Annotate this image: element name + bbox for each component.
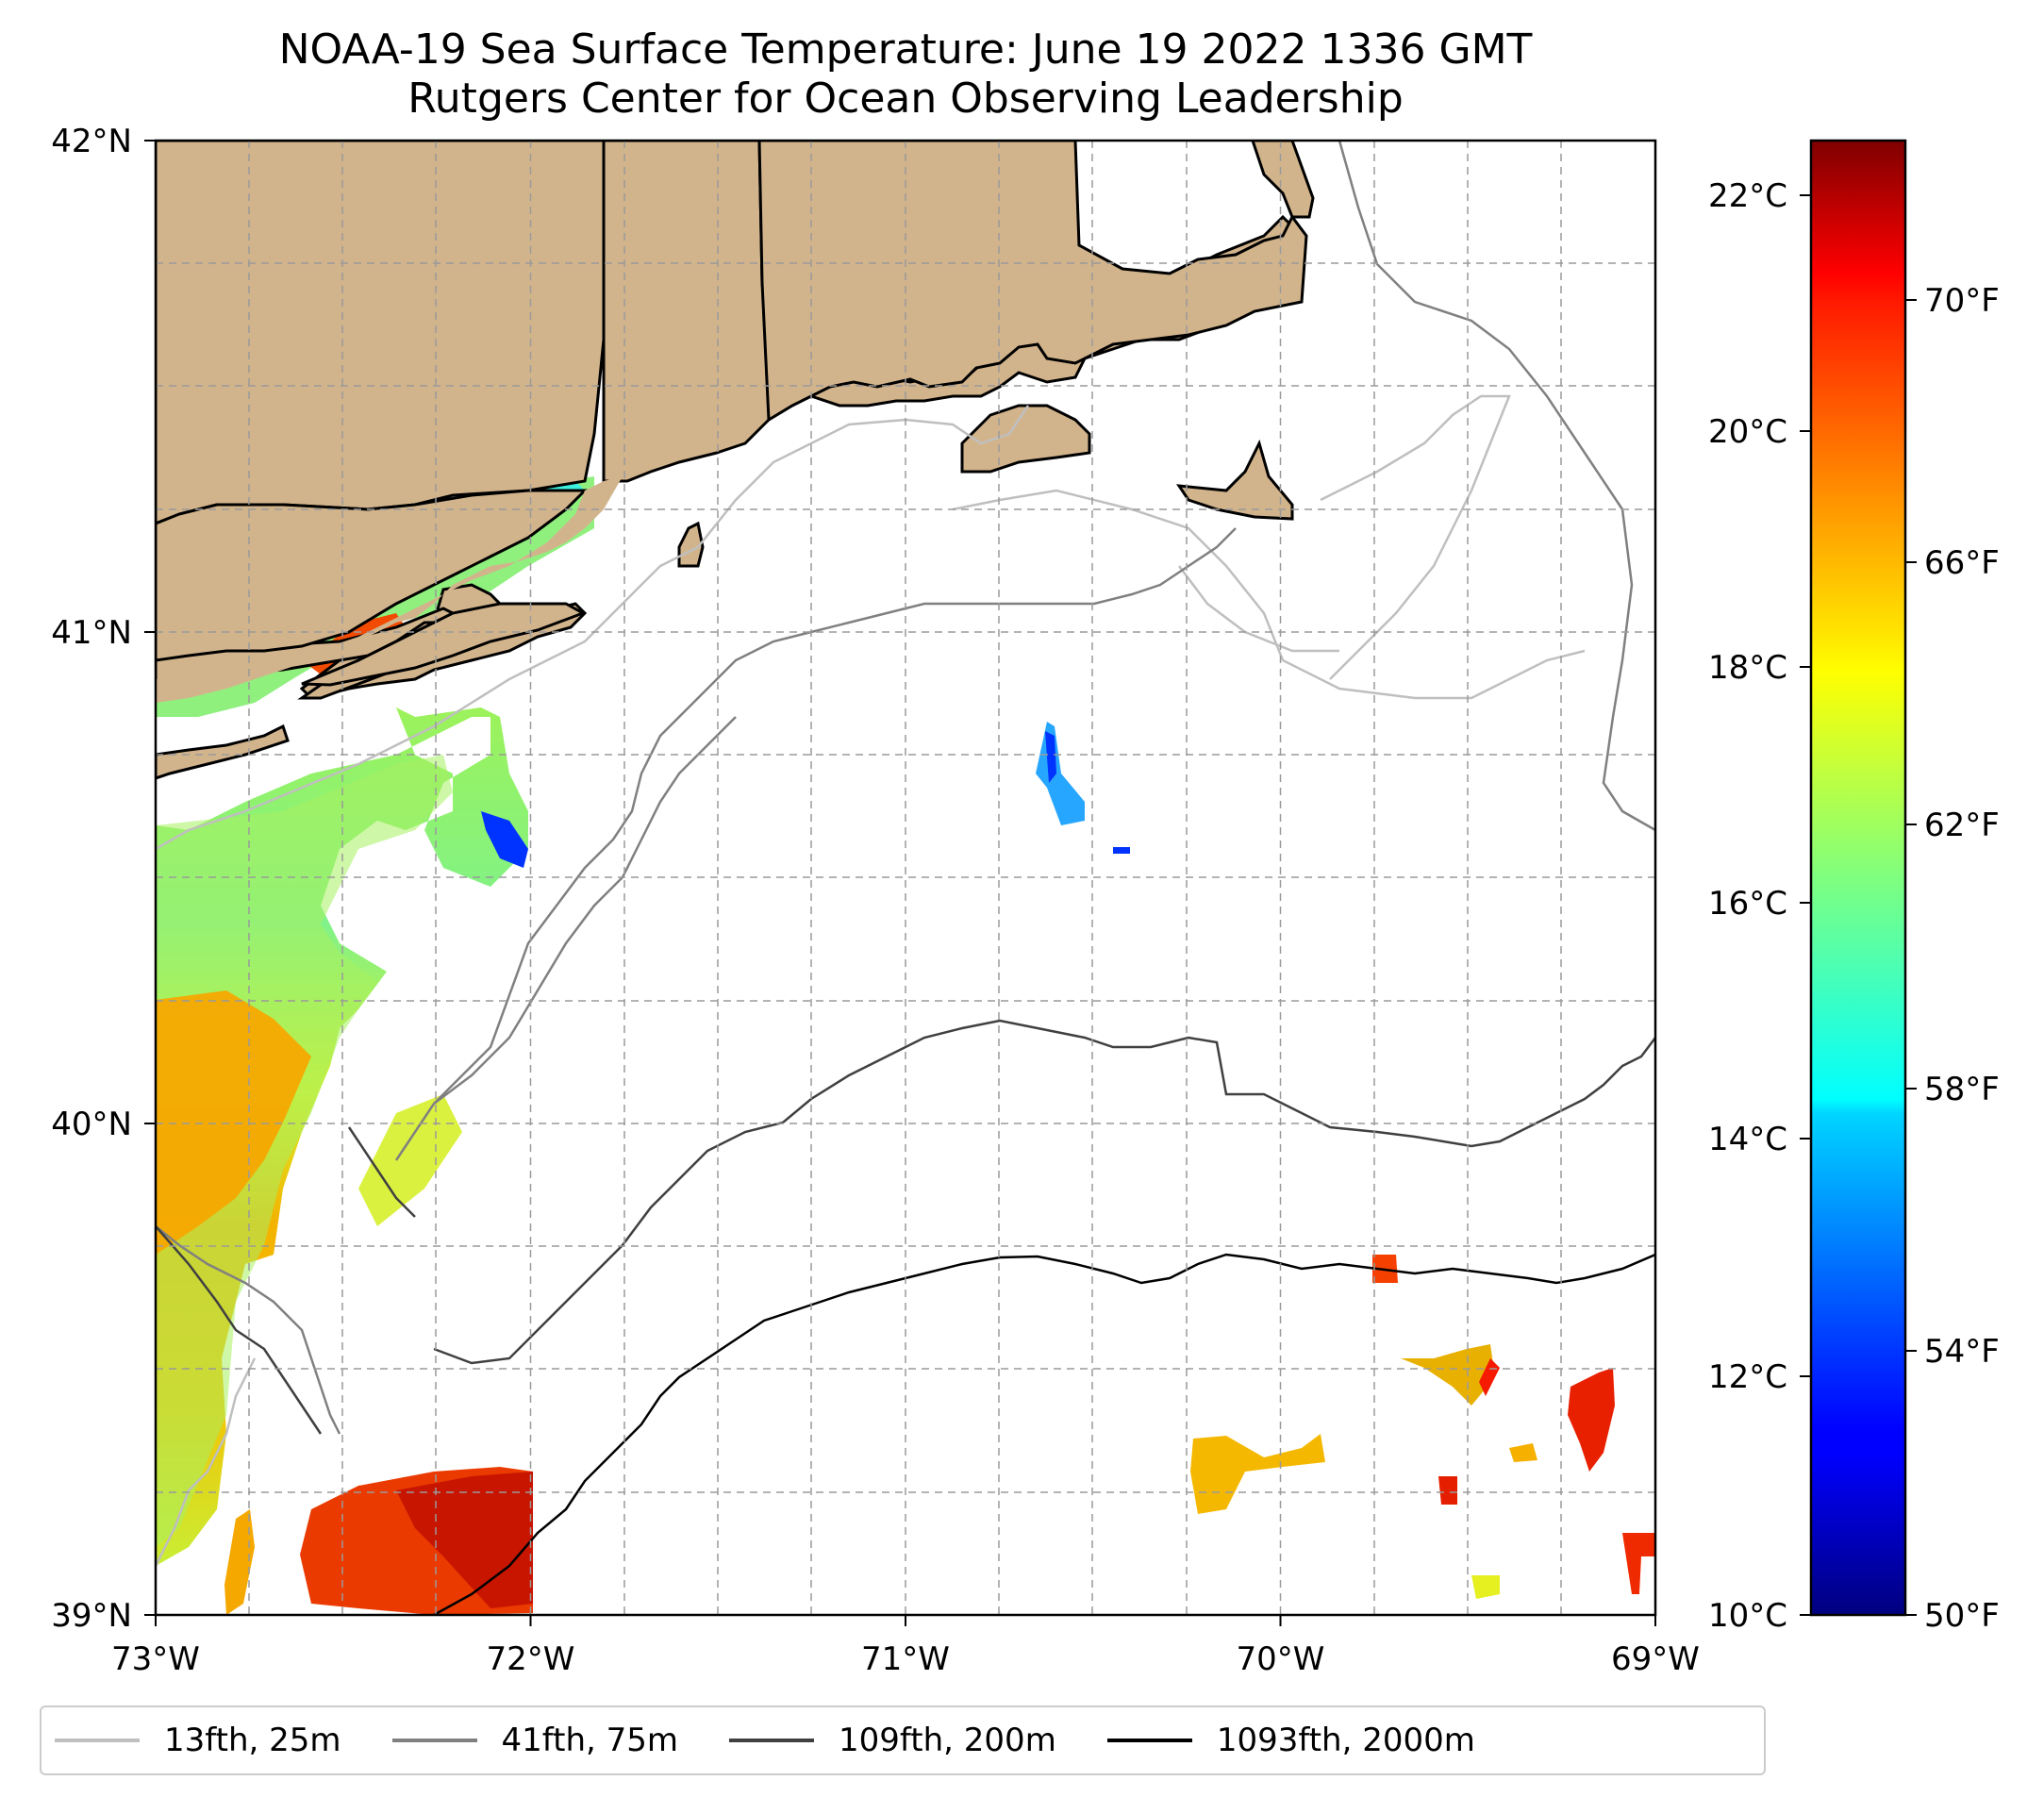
x-tick-label: 70°W — [1237, 1640, 1325, 1678]
colorbar-fahrenheit-label: 58°F — [1924, 1071, 2000, 1108]
isobath-2000m — [433, 1253, 1655, 1615]
land-layer — [156, 141, 1315, 780]
colorbar-celsius-label: 18°C — [1708, 649, 1787, 687]
colorbar-fahrenheit-label: 70°F — [1924, 282, 2000, 320]
colorbar-fahrenheit-label: 62°F — [1924, 807, 2000, 844]
map-title-line2: Rutgers Center for Ocean Observing Leade… — [407, 75, 1404, 123]
y-tick-label: 42°N — [51, 123, 132, 160]
y-tick-label: 39°N — [51, 1597, 132, 1635]
legend-label: 109fth, 200m — [839, 1722, 1056, 1759]
legend-line-swatch — [729, 1739, 815, 1742]
x-tick-label: 69°W — [1611, 1640, 1700, 1678]
legend-label: 41fth, 75m — [501, 1722, 679, 1759]
colorbar-fahrenheit-label: 50°F — [1924, 1597, 2000, 1635]
colorbar-fahrenheit-label: 66°F — [1924, 544, 2000, 582]
legend-item-2000m: 1093fth, 2000m — [1106, 1722, 1475, 1759]
y-tick-label: 40°N — [51, 1106, 132, 1143]
y-tick-label: 41°N — [51, 614, 132, 652]
map-area — [154, 139, 1657, 1617]
legend-line-swatch — [391, 1739, 477, 1742]
map-gridlines — [156, 141, 1655, 1615]
colorbar — [1800, 139, 1917, 1617]
legend-item-25m: 13fth, 25m — [55, 1722, 341, 1759]
x-tick-label: 73°W — [111, 1640, 200, 1678]
colorbar-celsius-label: 22°C — [1708, 177, 1787, 215]
isobath-200m — [156, 1019, 1655, 1435]
colorbar-celsius-label: 12°C — [1708, 1358, 1787, 1396]
axis-ticks — [144, 140, 1656, 1626]
x-tick-label: 71°W — [861, 1640, 950, 1678]
x-tick-label: 72°W — [487, 1640, 575, 1678]
legend-label: 13fth, 25m — [164, 1722, 341, 1759]
colorbar-celsius-label: 14°C — [1708, 1121, 1787, 1158]
colorbar-celsius-label: 10°C — [1708, 1597, 1787, 1635]
legend-item-200m: 109fth, 200m — [729, 1722, 1056, 1759]
colorbar-celsius-label: 16°C — [1708, 885, 1787, 923]
colorbar-fahrenheit-label: 54°F — [1924, 1333, 2000, 1371]
legend-label: 1093fth, 2000m — [1216, 1722, 1475, 1759]
isobath-legend: 13fth, 25m 41fth, 75m 109fth, 200m 1093f… — [40, 1705, 1766, 1775]
colorbar-celsius-label: 20°C — [1708, 413, 1787, 451]
legend-line-swatch — [1106, 1739, 1192, 1742]
legend-item-75m: 41fth, 75m — [391, 1722, 679, 1759]
map-title-line1: NOAA-19 Sea Surface Temperature: June 19… — [278, 25, 1533, 74]
legend-line-swatch — [55, 1739, 140, 1742]
